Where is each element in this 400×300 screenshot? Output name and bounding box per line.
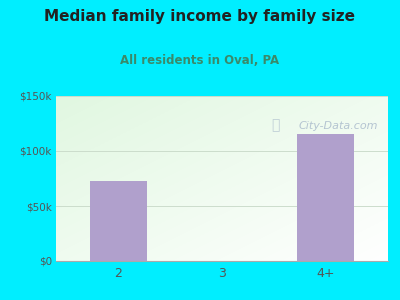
Text: All residents in Oval, PA: All residents in Oval, PA [120,54,280,67]
Bar [90,181,147,261]
Bar [297,134,354,261]
Text: City-Data.com: City-Data.com [298,121,378,131]
Text: Median family income by family size: Median family income by family size [44,9,356,24]
Text: ⓘ: ⓘ [271,119,279,133]
